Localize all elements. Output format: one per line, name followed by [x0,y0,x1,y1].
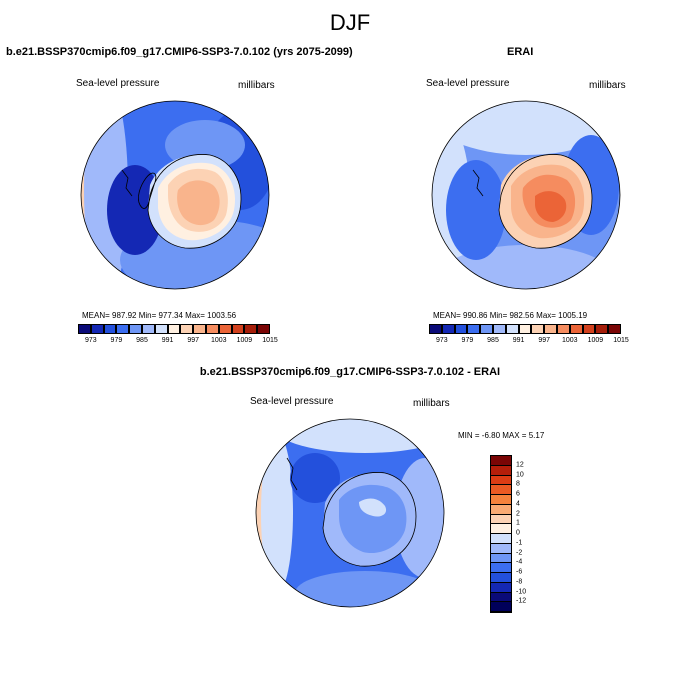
colorbar-swatch [257,324,270,334]
colorbar-swatch [193,324,206,334]
panel1-colorbar [78,324,270,334]
colorbar-tick-label: 997 [187,337,200,344]
colorbar-swatch [103,324,117,334]
colorbar-tick-label: 1003 [211,337,227,344]
colorbar-tick-label: 973 [435,337,448,344]
panel3-units-label: millibars [413,398,450,409]
colorbar-swatch [491,573,511,583]
panel3-left-label: Sea-level pressure [250,396,334,407]
colorbar-swatch [491,495,511,505]
panel1-left-label: Sea-level pressure [76,78,160,89]
panel1-polar-map [80,100,270,290]
colorbar-tick-label: 0 [516,529,520,537]
panel1-title: b.e21.BSSP370cmip6.f09_g17.CMIP6-SSP3-7.… [6,46,353,58]
colorbar-swatch [90,324,104,334]
colorbar-swatch [116,324,130,334]
panel3-stats: MIN = -6.80 MAX = 5.17 [458,431,545,440]
colorbar-tick-label: 985 [487,337,499,344]
colorbar-tick-label: -2 [516,549,523,556]
panel1-units-label: millibars [238,80,275,91]
colorbar-tick-label: 2 [516,510,520,517]
colorbar-tick-label: 1 [516,519,520,527]
colorbar-tick-label: 991 [512,337,525,344]
panel2-colorbar-ticks: 973 979 985 991 997 1003 1009 1015 [429,337,629,347]
colorbar-swatch [78,324,91,334]
colorbar-tick-label: 985 [136,337,148,344]
colorbar-tick-label: 1009 [587,337,604,344]
colorbar-swatch [218,324,232,334]
colorbar-tick-label: 8 [516,480,520,488]
panel1-stats: MEAN= 987.92 Min= 977.34 Max= 1003.56 [82,311,237,320]
colorbar-swatch [141,324,155,334]
colorbar-tick-label: -4 [516,558,523,566]
colorbar-swatch [491,475,511,486]
colorbar-tick-label: 991 [161,337,174,344]
colorbar-swatch [491,485,511,495]
panel3-polar-map [255,418,445,608]
colorbar-swatch [454,324,468,334]
panel2-title: ERAI [507,46,534,58]
colorbar-swatch [544,324,557,334]
colorbar-swatch [608,324,621,334]
colorbar-swatch [491,504,511,515]
colorbar-swatch [129,324,142,334]
colorbar-swatch [531,324,545,334]
colorbar-swatch [491,465,511,476]
colorbar-swatch [492,324,506,334]
colorbar-swatch [467,324,481,334]
colorbar-tick-label: 10 [516,471,524,478]
colorbar-swatch [556,324,570,334]
colorbar-tick-label: 4 [516,500,520,508]
panel2-stats: MEAN= 990.86 Min= 982.56 Max= 1005.19 [433,311,588,320]
colorbar-tick-label: 1015 [262,337,278,344]
colorbar-tick-label: 979 [461,337,474,344]
panel2-colorbar [429,324,621,334]
panel3-colorbar [490,455,512,613]
colorbar-swatch [491,553,511,564]
colorbar-swatch [582,324,596,334]
colorbar-tick-label: -8 [516,578,523,586]
panel2-left-label: Sea-level pressure [426,78,510,89]
colorbar-swatch [480,324,493,334]
panel2-polar-map [431,100,621,290]
colorbar-swatch [491,582,511,593]
colorbar-tick-label: -12 [516,597,527,605]
colorbar-swatch [569,324,583,334]
colorbar-swatch [491,602,511,612]
colorbar-tick-label: -10 [516,588,527,595]
colorbar-tick-label: 1015 [613,337,629,344]
panel3-title: b.e21.BSSP370cmip6.f09_g17.CMIP6-SSP3-7.… [199,366,501,378]
colorbar-tick-label: 973 [84,337,97,344]
colorbar-tick-label: 1003 [562,337,578,344]
panel1-colorbar-ticks: 973 979 985 991 997 1003 1009 1015 [78,337,278,347]
colorbar-tick-label: 979 [110,337,123,344]
colorbar-swatch [505,324,519,334]
colorbar-swatch [429,324,442,334]
colorbar-tick-label: 12 [516,461,524,469]
colorbar-swatch [231,324,245,334]
colorbar-swatch [491,543,511,554]
colorbar-swatch [491,514,511,525]
colorbar-tick-label: -1 [516,539,523,547]
colorbar-swatch [595,324,609,334]
colorbar-swatch [154,324,168,334]
colorbar-tick-label: 1009 [236,337,253,344]
figure-title: DJF [329,10,371,35]
colorbar-swatch [167,324,181,334]
colorbar-tick-label: 997 [538,337,551,344]
colorbar-swatch [491,524,511,534]
colorbar-swatch [205,324,219,334]
colorbar-swatch [518,324,532,334]
colorbar-swatch [441,324,455,334]
colorbar-swatch [491,456,511,466]
colorbar-swatch [244,324,258,334]
colorbar-tick-label: -6 [516,568,523,576]
panel2-units-label: millibars [589,80,626,91]
colorbar-swatch [491,592,511,603]
colorbar-swatch [491,563,511,573]
colorbar-swatch [491,534,511,544]
colorbar-tick-label: 6 [516,490,520,498]
colorbar-swatch [180,324,194,334]
